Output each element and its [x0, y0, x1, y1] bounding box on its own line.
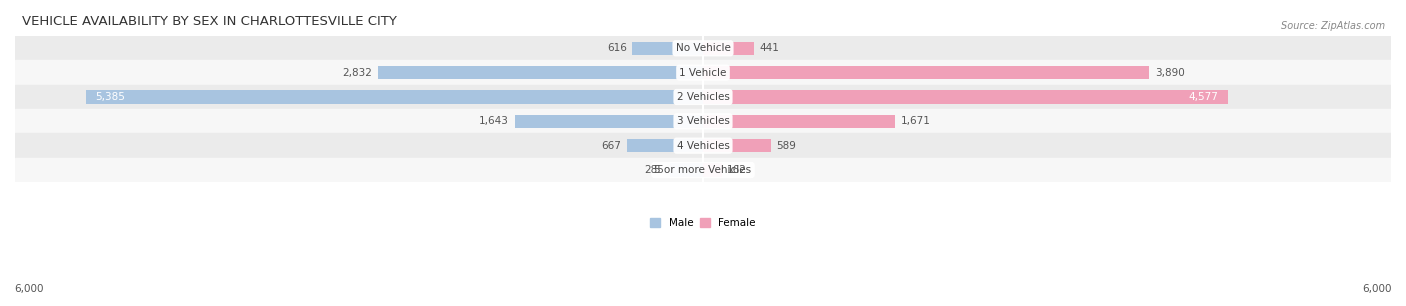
Text: 5,385: 5,385 [94, 92, 125, 102]
Text: 1 Vehicle: 1 Vehicle [679, 68, 727, 78]
Text: 3,890: 3,890 [1154, 68, 1184, 78]
Bar [627, 139, 703, 152]
Bar [515, 115, 703, 128]
Bar [86, 90, 703, 104]
Text: 589: 589 [776, 141, 796, 151]
Text: 285: 285 [645, 165, 665, 175]
Bar [633, 42, 703, 55]
Bar [703, 115, 894, 128]
Text: 162: 162 [727, 165, 747, 175]
Text: No Vehicle: No Vehicle [675, 43, 731, 53]
Bar [15, 133, 1391, 158]
Bar [15, 36, 1391, 61]
Text: 2,832: 2,832 [343, 68, 373, 78]
Text: 6,000: 6,000 [14, 284, 44, 294]
Bar [15, 85, 1391, 109]
Text: 5 or more Vehicles: 5 or more Vehicles [654, 165, 752, 175]
Bar [703, 66, 1149, 79]
Bar [703, 163, 721, 177]
Text: VEHICLE AVAILABILITY BY SEX IN CHARLOTTESVILLE CITY: VEHICLE AVAILABILITY BY SEX IN CHARLOTTE… [22, 15, 396, 28]
Text: 6,000: 6,000 [1362, 284, 1392, 294]
Text: 1,643: 1,643 [479, 116, 509, 126]
Text: 2 Vehicles: 2 Vehicles [676, 92, 730, 102]
Text: 667: 667 [600, 141, 621, 151]
Bar [378, 66, 703, 79]
Bar [671, 163, 703, 177]
Bar [15, 158, 1391, 182]
Text: 1,671: 1,671 [900, 116, 931, 126]
Bar [703, 42, 754, 55]
Bar [703, 90, 1227, 104]
Text: Source: ZipAtlas.com: Source: ZipAtlas.com [1281, 21, 1385, 32]
Text: 441: 441 [759, 43, 779, 53]
Bar [15, 61, 1391, 85]
Text: 4,577: 4,577 [1189, 92, 1219, 102]
Text: 3 Vehicles: 3 Vehicles [676, 116, 730, 126]
Text: 4 Vehicles: 4 Vehicles [676, 141, 730, 151]
Text: 616: 616 [607, 43, 627, 53]
Legend: Male, Female: Male, Female [645, 214, 761, 233]
Bar [15, 109, 1391, 133]
Bar [703, 139, 770, 152]
